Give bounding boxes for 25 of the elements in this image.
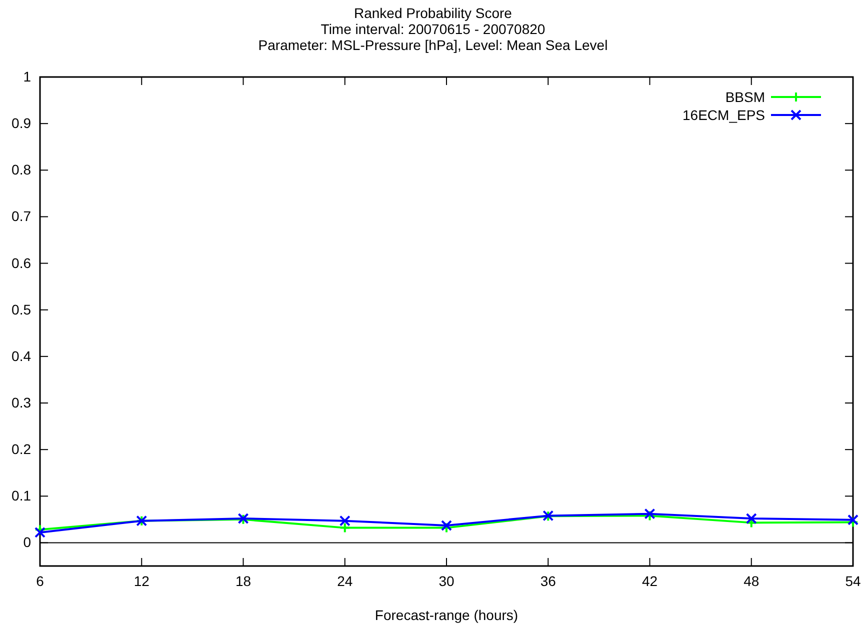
- y-tick-label: 0.1: [12, 488, 32, 504]
- x-tick-label: 30: [438, 572, 454, 589]
- y-tick-label: 0.5: [12, 301, 32, 318]
- legend-label: BBSM: [725, 89, 765, 105]
- x-tick-label: 48: [744, 572, 760, 589]
- legend-label: 16ECM_EPS: [682, 107, 765, 123]
- x-axis-title: Forecast-range (hours): [374, 607, 518, 623]
- x-tick-label: 54: [845, 572, 861, 589]
- x-tick-label: 18: [235, 572, 252, 589]
- chart-title: Ranked Probability Score: [354, 5, 512, 21]
- y-tick-label: 0.6: [12, 254, 32, 271]
- x-tick-label: 12: [134, 572, 150, 589]
- x-tick-label: 36: [540, 572, 556, 589]
- y-tick-label: 0.7: [12, 208, 32, 224]
- y-tick-label: 0: [23, 534, 32, 550]
- y-tick-label: 0.9: [12, 115, 32, 132]
- y-tick-label: 0.8: [12, 162, 32, 178]
- y-tick-label: 1: [23, 68, 32, 84]
- x-tick-label: 42: [642, 572, 658, 589]
- y-tick-label: 0.3: [12, 394, 32, 410]
- y-tick-label: 0.2: [12, 441, 32, 458]
- y-tick-label: 0.4: [12, 348, 32, 364]
- chart-subtitle: Time interval: 20070615 - 20070820 Parameter: MSL-Pressure [hPa], Level: Mean Sea Level: [258, 21, 608, 53]
- x-tick-label: 6: [36, 572, 44, 589]
- x-tick-label: 24: [337, 572, 353, 589]
